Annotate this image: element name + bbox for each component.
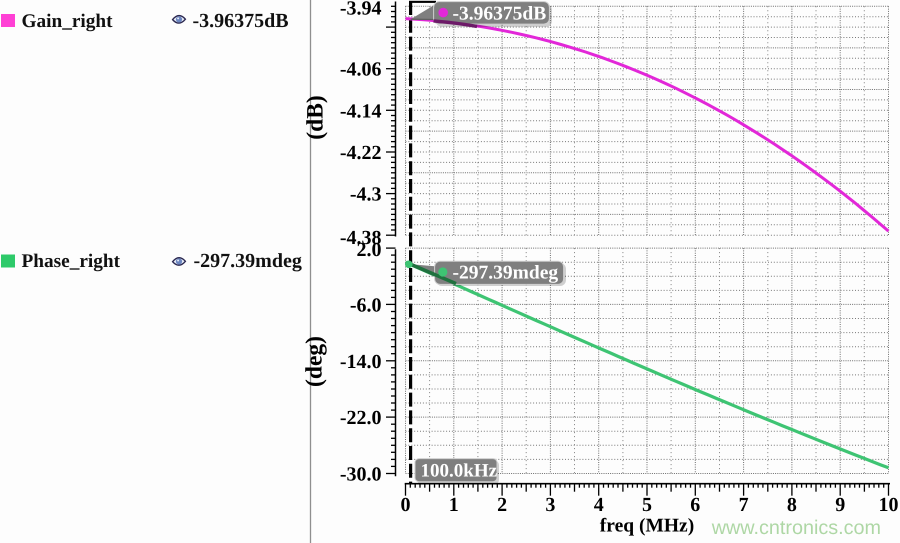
svg-text:-22.0: -22.0 [340, 407, 382, 429]
svg-text:(deg): (deg) [302, 336, 328, 387]
svg-text:0: 0 [401, 494, 411, 516]
svg-text:3: 3 [545, 494, 555, 516]
svg-text:Gain_right: Gain_right [22, 11, 114, 32]
svg-text:-6.0: -6.0 [350, 294, 382, 316]
svg-text:100.0kHz: 100.0kHz [421, 461, 498, 482]
svg-text:1: 1 [449, 494, 459, 516]
svg-text:7: 7 [739, 494, 749, 516]
svg-text:5: 5 [642, 494, 652, 516]
svg-text:-3.96375dB: -3.96375dB [453, 3, 547, 24]
svg-text:6: 6 [690, 494, 700, 516]
svg-text:-297.39mdeg: -297.39mdeg [194, 250, 302, 272]
svg-text:9: 9 [835, 494, 845, 516]
svg-text:-4.22: -4.22 [340, 142, 382, 164]
svg-text:-4.06: -4.06 [340, 59, 382, 81]
svg-text:-297.39mdeg: -297.39mdeg [453, 263, 559, 284]
svg-text:4: 4 [594, 494, 604, 516]
svg-text:-30.0: -30.0 [340, 463, 382, 485]
svg-text:2.0: 2.0 [357, 239, 382, 261]
svg-text:www.cntronics.com: www.cntronics.com [711, 517, 881, 539]
svg-text:8: 8 [787, 494, 797, 516]
svg-text:-4.38: -4.38 [340, 227, 382, 249]
svg-text:-4.14: -4.14 [340, 100, 382, 122]
svg-text:Phase_right: Phase_right [22, 251, 121, 272]
svg-text:-4.3: -4.3 [350, 184, 382, 206]
svg-text:2: 2 [497, 494, 507, 516]
svg-text:10: 10 [879, 494, 899, 516]
svg-text:freq (MHz): freq (MHz) [600, 516, 694, 537]
svg-text:-14.0: -14.0 [340, 351, 382, 373]
svg-text:(dB): (dB) [303, 95, 329, 139]
svg-text:-3.96375dB: -3.96375dB [193, 10, 289, 32]
svg-text:-3.94: -3.94 [340, 0, 382, 20]
